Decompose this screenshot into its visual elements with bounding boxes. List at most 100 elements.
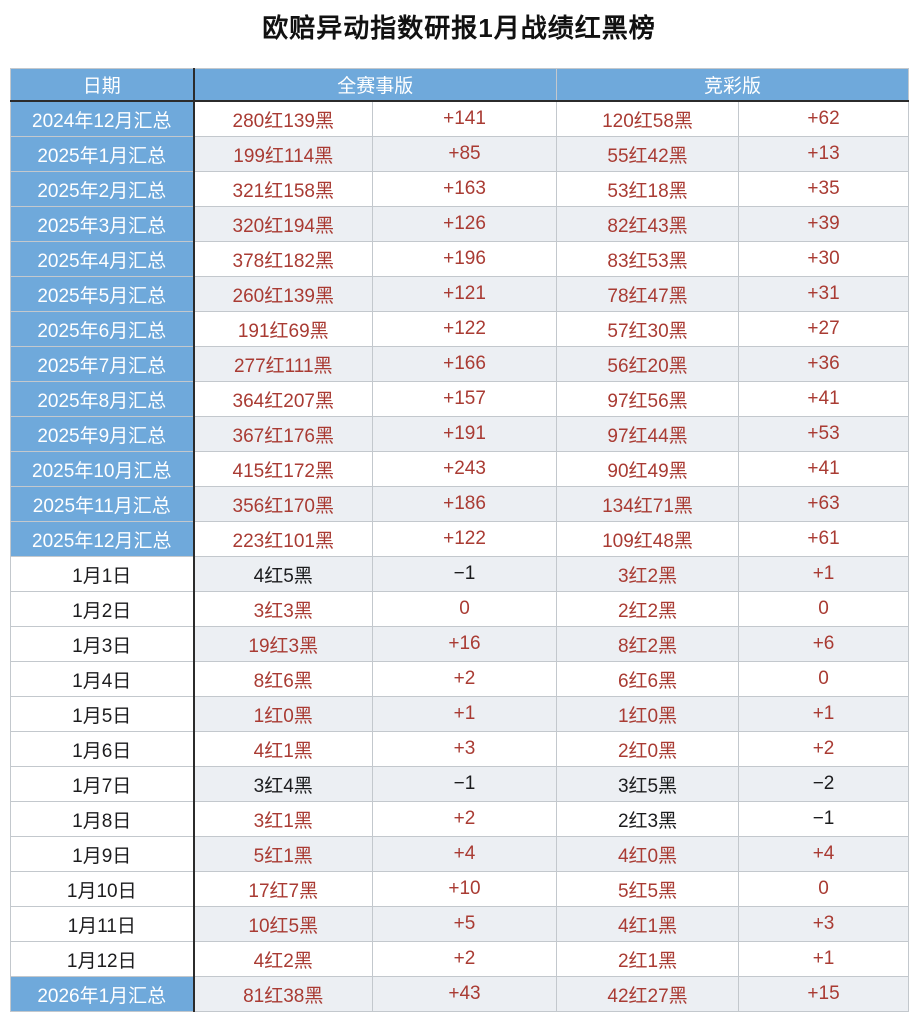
- table-body: 2024年12月汇总 280红139黑 +141 120红58黑 +62 2025年1月汇…: [10, 100, 910, 1012]
- all-matches-net: +191: [371, 416, 558, 452]
- jingcai-net: +41: [738, 381, 910, 417]
- jingcai-record: 2红3黑: [556, 801, 740, 837]
- jingcai-record: 134红71黑: [556, 486, 740, 522]
- all-matches-record: 321红158黑: [193, 171, 373, 207]
- all-matches-net: +2: [371, 801, 558, 837]
- jingcai-net: +2: [738, 731, 910, 767]
- jingcai-net: 0: [738, 661, 910, 697]
- page-title: 欧赔异动指数研报1月战绩红黑榜: [262, 13, 656, 43]
- jingcai-net: +4: [738, 836, 910, 872]
- table-row: 1月9日 5红1黑 +4 4红0黑 +4: [10, 836, 910, 872]
- jingcai-record: 120红58黑: [556, 100, 740, 137]
- jingcai-record: 78红47黑: [556, 276, 740, 312]
- date-cell-summary: 2025年8月汇总: [10, 381, 195, 417]
- date-cell-daily: 1月6日: [10, 731, 195, 767]
- jingcai-net: 0: [738, 591, 910, 627]
- all-matches-record: 378红182黑: [193, 241, 373, 277]
- all-matches-record: 4红2黑: [193, 941, 373, 977]
- all-matches-record: 364红207黑: [193, 381, 373, 417]
- table-row: 1月3日 19红3黑 +16 8红2黑 +6: [10, 626, 910, 662]
- jingcai-record: 42红27黑: [556, 976, 740, 1012]
- jingcai-net: +27: [738, 311, 910, 347]
- jingcai-record: 4红1黑: [556, 906, 740, 942]
- all-matches-net: +43: [371, 976, 558, 1012]
- jingcai-net: +36: [738, 346, 910, 382]
- date-cell-summary: 2026年1月汇总: [10, 976, 195, 1012]
- jingcai-record: 56红20黑: [556, 346, 740, 382]
- table-row: 2025年11月汇总 356红170黑 +186 134红71黑 +63: [10, 486, 910, 522]
- all-matches-record: 191红69黑: [193, 311, 373, 347]
- jingcai-net: +1: [738, 696, 910, 732]
- jingcai-net: +35: [738, 171, 910, 207]
- all-matches-net: +1: [371, 696, 558, 732]
- date-cell-daily: 1月2日: [10, 591, 195, 627]
- all-matches-record: 320红194黑: [193, 206, 373, 242]
- table-row: 1月8日 3红1黑 +2 2红3黑 −1: [10, 801, 910, 837]
- table-row: 2025年2月汇总 321红158黑 +163 53红18黑 +35: [10, 171, 910, 207]
- all-matches-net: +10: [371, 871, 558, 907]
- date-cell-daily: 1月4日: [10, 661, 195, 697]
- all-matches-net: +157: [371, 381, 558, 417]
- all-matches-net: +5: [371, 906, 558, 942]
- jingcai-net: +62: [738, 100, 910, 137]
- date-cell-summary: 2024年12月汇总: [10, 100, 195, 137]
- jingcai-net: +6: [738, 626, 910, 662]
- table-row: 1月1日 4红5黑 −1 3红2黑 +1: [10, 556, 910, 592]
- date-cell-summary: 2025年6月汇总: [10, 311, 195, 347]
- jingcai-record: 82红43黑: [556, 206, 740, 242]
- jingcai-net: −2: [738, 766, 910, 802]
- table-row: 1月6日 4红1黑 +3 2红0黑 +2: [10, 731, 910, 767]
- all-matches-net: +2: [371, 661, 558, 697]
- all-matches-net: −1: [371, 766, 558, 802]
- date-cell-summary: 2025年11月汇总: [10, 486, 195, 522]
- table-row: 1月2日 3红3黑 0 2红2黑 0: [10, 591, 910, 627]
- table-row: 2025年3月汇总 320红194黑 +126 82红43黑 +39: [10, 206, 910, 242]
- jingcai-net: 0: [738, 871, 910, 907]
- table-row: 1月12日 4红2黑 +2 2红1黑 +1: [10, 941, 910, 977]
- jingcai-record: 4红0黑: [556, 836, 740, 872]
- table-row: 2025年8月汇总 364红207黑 +157 97红56黑 +41: [10, 381, 910, 417]
- all-matches-net: +243: [371, 451, 558, 487]
- date-cell-daily: 1月9日: [10, 836, 195, 872]
- all-matches-record: 19红3黑: [193, 626, 373, 662]
- all-matches-net: +166: [371, 346, 558, 382]
- jingcai-record: 97红56黑: [556, 381, 740, 417]
- table-row: 1月10日 17红7黑 +10 5红5黑 0: [10, 871, 910, 907]
- date-cell-summary: 2025年5月汇总: [10, 276, 195, 312]
- date-cell-daily: 1月12日: [10, 941, 195, 977]
- jingcai-net: +63: [738, 486, 910, 522]
- all-matches-net: +122: [371, 311, 558, 347]
- date-cell-daily: 1月7日: [10, 766, 195, 802]
- jingcai-record: 2红0黑: [556, 731, 740, 767]
- table-row: 2025年7月汇总 277红111黑 +166 56红20黑 +36: [10, 346, 910, 382]
- jingcai-record: 5红5黑: [556, 871, 740, 907]
- date-cell-summary: 2025年9月汇总: [10, 416, 195, 452]
- jingcai-net: +15: [738, 976, 910, 1012]
- date-cell-daily: 1月5日: [10, 696, 195, 732]
- report-table: 日期 全赛事版 竞彩版 2024年12月汇总 280红139黑 +141 120红58…: [10, 68, 910, 1012]
- all-matches-record: 3红1黑: [193, 801, 373, 837]
- all-matches-record: 367红176黑: [193, 416, 373, 452]
- all-matches-record: 10红5黑: [193, 906, 373, 942]
- all-matches-record: 3红4黑: [193, 766, 373, 802]
- table-row: 2024年12月汇总 280红139黑 +141 120红58黑 +62: [10, 100, 910, 137]
- all-matches-record: 1红0黑: [193, 696, 373, 732]
- jingcai-net: +1: [738, 941, 910, 977]
- all-matches-record: 277红111黑: [193, 346, 373, 382]
- table-row: 2025年6月汇总 191红69黑 +122 57红30黑 +27: [10, 311, 910, 347]
- date-cell-summary: 2025年10月汇总: [10, 451, 195, 487]
- jingcai-record: 1红0黑: [556, 696, 740, 732]
- jingcai-net: +53: [738, 416, 910, 452]
- all-matches-net: +141: [371, 100, 558, 137]
- jingcai-record: 109红48黑: [556, 521, 740, 557]
- jingcai-net: +1: [738, 556, 910, 592]
- jingcai-net: +3: [738, 906, 910, 942]
- table-row: 2025年4月汇总 378红182黑 +196 83红53黑 +30: [10, 241, 910, 277]
- table-row: 2025年5月汇总 260红139黑 +121 78红47黑 +31: [10, 276, 910, 312]
- table-row: 2025年12月汇总 223红101黑 +122 109红48黑 +61: [10, 521, 910, 557]
- table-row: 2025年9月汇总 367红176黑 +191 97红44黑 +53: [10, 416, 910, 452]
- jingcai-net: +41: [738, 451, 910, 487]
- all-matches-record: 81红38黑: [193, 976, 373, 1012]
- all-matches-record: 4红1黑: [193, 731, 373, 767]
- date-cell-daily: 1月8日: [10, 801, 195, 837]
